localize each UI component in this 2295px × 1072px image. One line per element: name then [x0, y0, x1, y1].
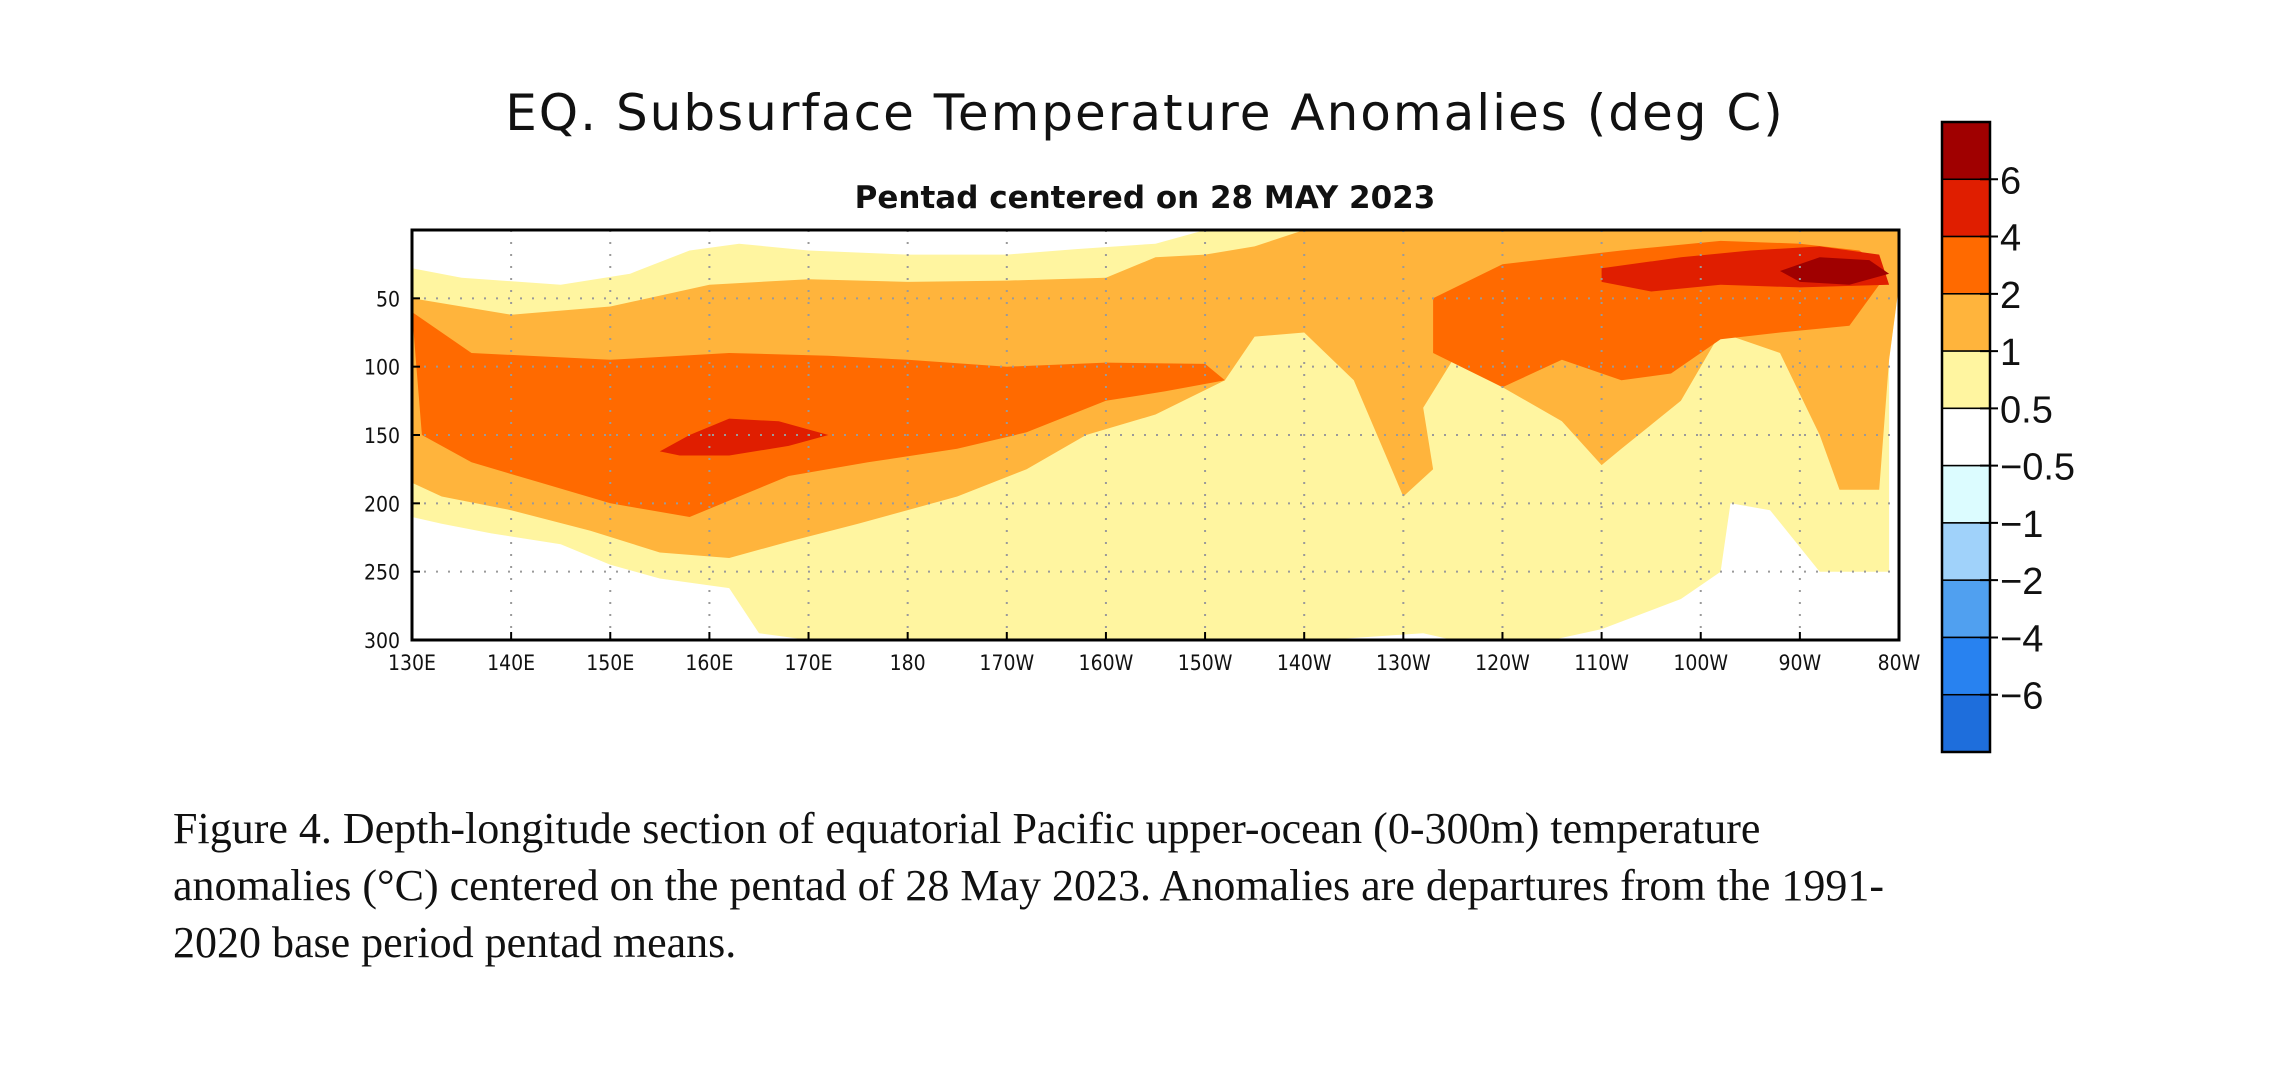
- anomaly-region-2-4: [412, 312, 1225, 517]
- plot-area: [412, 230, 1899, 640]
- colorbar-label: −4: [2000, 618, 2043, 660]
- x-tick-label: 80W: [1878, 651, 1921, 675]
- x-tick-label: 140W: [1277, 651, 1332, 675]
- figure-caption: Figure 4. Depth-longitude section of equ…: [173, 800, 2173, 971]
- caption-line: anomalies (°C) centered on the pentad of…: [173, 861, 1885, 910]
- x-tick-label: 130E: [388, 651, 436, 675]
- colorbar-label: −6: [2000, 676, 2043, 718]
- colorbar-swatch: [1941, 693, 1991, 753]
- y-tick-label: 300: [364, 629, 400, 653]
- y-tick-label: 200: [364, 492, 400, 516]
- colorbar-label: −1: [2000, 504, 2043, 546]
- colorbar-swatch: [1941, 636, 1991, 696]
- x-tick-label: 180: [890, 651, 926, 675]
- colorbar-frame: [1940, 120, 1992, 754]
- colorbar-swatch: [1941, 350, 1991, 410]
- colorbar-swatch: [1941, 293, 1991, 352]
- y-tick-label: 50: [376, 287, 400, 311]
- chart-subtitle: Pentad centered on 28 MAY 2023: [855, 180, 1436, 216]
- colorbar: 6 4 2 1 0.5 −0.5 −1 −2 −4 −6: [1940, 120, 2075, 754]
- x-tick-label: 150W: [1178, 651, 1233, 675]
- x-tick-label: 100W: [1673, 651, 1728, 675]
- x-tick-label: 160E: [685, 651, 733, 675]
- colorbar-label: −0.5: [2000, 447, 2075, 489]
- x-tick-label: 140E: [487, 651, 535, 675]
- anomaly-region--6: [1780, 257, 1890, 285]
- colorbar-swatch: [1941, 121, 1991, 181]
- x-tick-label: 170W: [979, 651, 1034, 675]
- x-tick-label: 90W: [1779, 651, 1822, 675]
- y-tick-label: 250: [364, 561, 400, 585]
- y-tick-label: 150: [364, 424, 400, 448]
- x-tick-label: 120W: [1475, 651, 1530, 675]
- anomaly-region-4-6: [659, 418, 829, 456]
- colorbar-swatch: [1941, 464, 1991, 524]
- y-tick-label: 100: [364, 356, 400, 380]
- x-tick-label: 160W: [1079, 651, 1134, 675]
- colorbar-label: −2: [2000, 561, 2043, 603]
- x-tick-label: 130W: [1376, 651, 1431, 675]
- colorbar-swatch: [1941, 407, 1991, 467]
- colorbar-swatch: [1941, 522, 1991, 581]
- x-tick-label: 150E: [586, 651, 634, 675]
- colorbar-swatch: [1941, 235, 1991, 295]
- x-tick-label: 110W: [1574, 651, 1629, 675]
- colorbar-label: 0.5: [2000, 389, 2053, 431]
- colorbar-swatch: [1941, 579, 1991, 639]
- colorbar-swatch: [1941, 178, 1991, 238]
- colorbar-label: 1: [2000, 332, 2021, 374]
- caption-line: 2020 base period pentad means.: [173, 918, 737, 967]
- colorbar-label: 6: [2000, 160, 2021, 202]
- x-tick-label: 170E: [785, 651, 833, 675]
- chart-title: EQ. Subsurface Temperature Anomalies (de…: [505, 84, 1785, 142]
- caption-line: Figure 4. Depth-longitude section of equ…: [173, 804, 1761, 853]
- colorbar-label: 2: [2000, 275, 2021, 317]
- colorbar-label: 4: [2000, 218, 2021, 260]
